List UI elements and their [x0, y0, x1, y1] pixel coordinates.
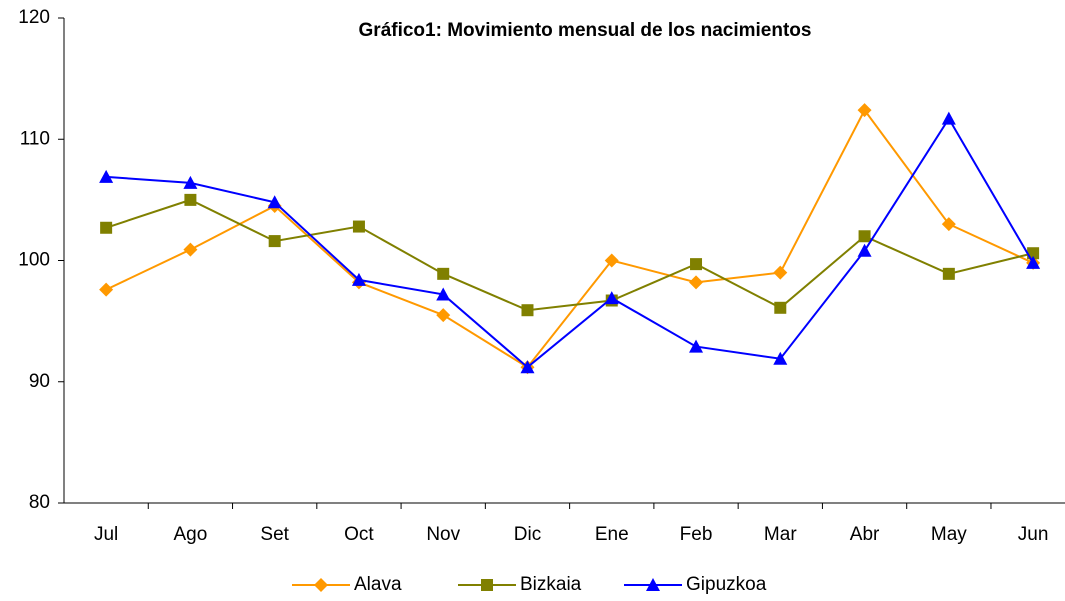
- y-tick-label: 100: [18, 250, 50, 271]
- data-point: [99, 169, 114, 183]
- legend-label: Alava: [354, 574, 402, 595]
- legend-label: Bizkaia: [520, 574, 582, 595]
- data-point: [941, 111, 956, 125]
- data-point: [941, 217, 956, 232]
- data-point: [436, 308, 451, 323]
- y-tick-label: 110: [20, 128, 50, 149]
- x-tick-label: Oct: [344, 524, 374, 545]
- data-point: [520, 360, 535, 374]
- x-tick-label: Ene: [595, 524, 629, 545]
- data-point: [1026, 255, 1041, 269]
- data-point: [99, 282, 114, 297]
- data-point: [352, 220, 365, 233]
- data-point: [689, 275, 704, 290]
- data-point: [857, 103, 872, 118]
- data-point: [773, 351, 788, 365]
- x-tick-label: Jun: [1018, 524, 1049, 545]
- series-line: [105, 198, 1034, 312]
- data-point: [858, 230, 871, 243]
- x-tick-label: May: [931, 524, 967, 545]
- y-tick-label: 80: [29, 492, 50, 513]
- data-point: [184, 193, 197, 206]
- data-point: [521, 304, 534, 317]
- legend-marker: [646, 578, 660, 591]
- chart-title: Gráfico1: Movimiento mensual de los naci…: [359, 20, 812, 41]
- x-tick-label: Dic: [514, 524, 541, 545]
- data-point: [774, 301, 787, 314]
- data-point: [689, 339, 704, 353]
- data-point: [351, 272, 366, 286]
- x-tick-label: Abr: [850, 524, 880, 545]
- x-tick-label: Jul: [94, 524, 118, 545]
- data-point: [773, 265, 788, 280]
- data-point: [100, 221, 113, 234]
- data-point: [268, 235, 281, 248]
- data-point: [857, 243, 872, 257]
- data-point: [604, 291, 619, 305]
- x-tick-label: Ago: [173, 524, 207, 545]
- series-line: [106, 116, 1034, 369]
- y-tick-label: 120: [18, 7, 50, 28]
- y-tick-label: 90: [29, 371, 50, 392]
- x-tick-label: Set: [260, 524, 289, 545]
- data-point: [437, 267, 450, 280]
- x-tick-label: Mar: [764, 524, 797, 545]
- legend-marker: [481, 579, 493, 591]
- x-tick-label: Feb: [680, 524, 713, 545]
- series-line: [105, 108, 1034, 369]
- data-point: [942, 267, 955, 280]
- data-point: [436, 287, 451, 301]
- legend-marker: [314, 578, 328, 592]
- x-tick-label: Nov: [426, 524, 460, 545]
- data-point: [267, 195, 282, 209]
- data-point: [183, 175, 198, 189]
- legend-label: Gipuzkoa: [686, 574, 767, 595]
- data-point: [690, 258, 703, 271]
- data-point: [183, 242, 198, 257]
- data-point: [604, 253, 619, 268]
